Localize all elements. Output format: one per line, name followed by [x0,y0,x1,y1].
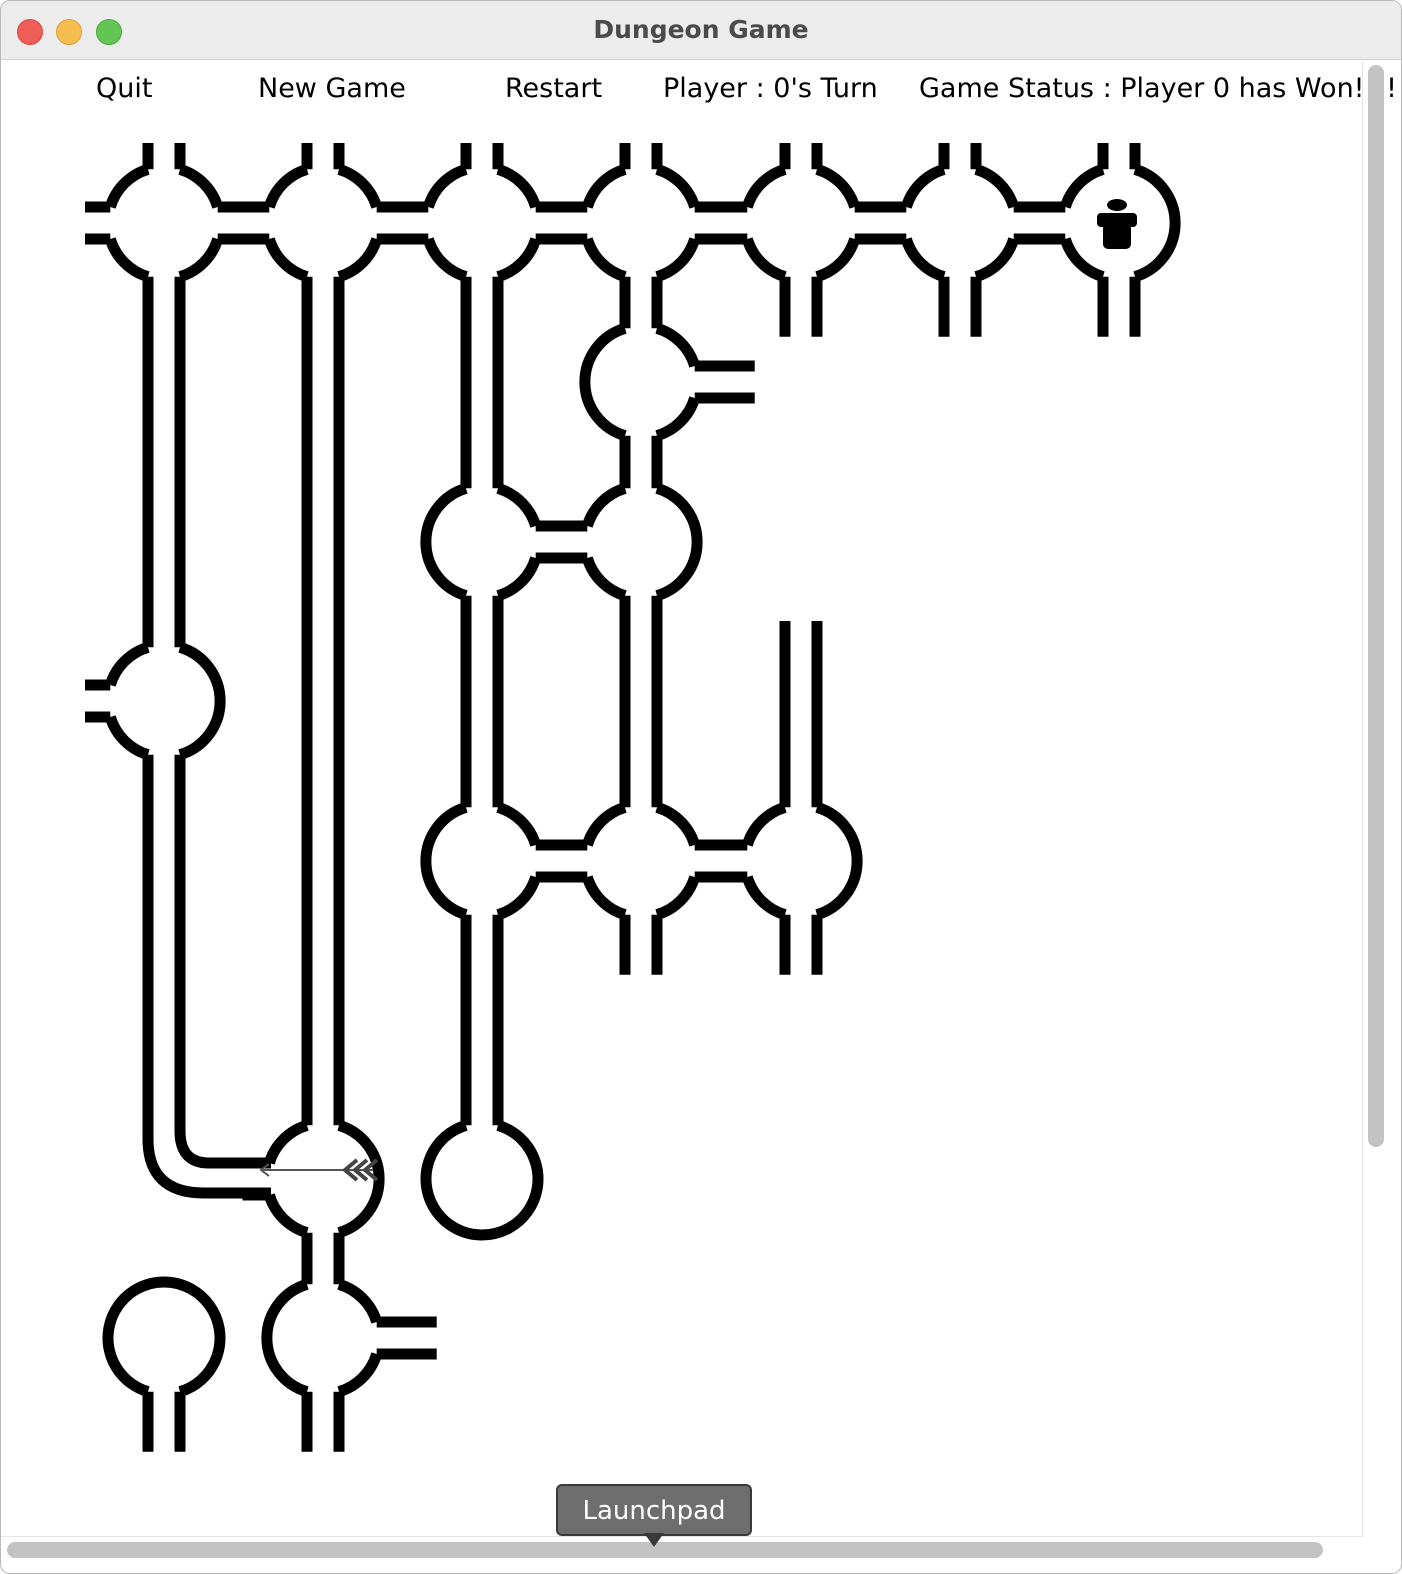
room-wall [815,164,860,209]
room-wall [264,164,309,209]
room-wall [178,237,223,282]
room-wall [496,556,541,601]
room-wall [337,1279,382,1324]
room-wall [579,323,627,441]
maximize-button[interactable] [96,19,122,45]
room-wall [423,237,468,282]
room-wall [337,1352,382,1397]
room-wall [655,323,700,368]
room-wall [582,875,627,920]
room-wall [105,164,150,209]
room-wall [496,164,541,209]
room-wall [815,237,860,282]
game-status-label: Game Status : Player 0 has Won!!!!! [919,73,1402,104]
room-wall [264,1120,309,1165]
room-wall [655,483,703,601]
room-wall [496,483,541,528]
room-wall [582,483,627,528]
room-wall [742,164,787,209]
room-wall [337,164,382,209]
room-wall [420,1120,544,1241]
room-wall [102,1276,226,1397]
room-wall [582,164,627,209]
room-wall [655,164,700,209]
room-wall [655,875,700,920]
minimize-button[interactable] [56,19,82,45]
room-wall [261,1279,309,1397]
player-turn-label: Player : 0's Turn [663,73,878,104]
room-wall [496,237,541,282]
room-wall [655,802,700,847]
horizontal-scroll-track [1,1536,1363,1537]
room-wall [264,237,309,282]
room-wall [742,802,787,847]
player-icon [1097,199,1137,249]
tunnel-wall [142,755,271,1199]
vertical-scroll-track [1362,61,1363,1536]
title-bar: Dungeon Game [1,1,1401,60]
room-wall [582,237,627,282]
room-wall [178,642,226,760]
close-button[interactable] [17,19,43,45]
room-wall [496,802,541,847]
launchpad-tooltip: Launchpad [556,1484,752,1536]
tunnel-wall [174,755,271,1169]
room-wall [264,1193,309,1238]
room-wall [974,164,1019,209]
room-wall [974,237,1019,282]
room-wall [582,556,627,601]
room-wall [420,802,468,920]
room-wall [815,802,863,920]
room-wall [105,715,150,760]
new-game-button[interactable]: New Game [258,73,406,104]
room-wall [105,237,150,282]
quit-button[interactable]: Quit [96,73,153,104]
window-title: Dungeon Game [593,15,809,44]
room-wall [1060,237,1105,282]
room-wall [742,875,787,920]
arrow-icon [259,1158,379,1182]
dungeon-rooms [85,143,1181,1452]
restart-button[interactable]: Restart [505,73,603,104]
room-wall [901,164,946,209]
horizontal-scrollbar[interactable] [7,1542,1323,1558]
room-wall [582,802,627,847]
tooltip-pointer [644,1533,664,1547]
room-wall [337,237,382,282]
room-wall [742,237,787,282]
room-wall [1060,164,1105,209]
room-wall [496,875,541,920]
room-wall [1133,164,1181,282]
room-wall [655,396,700,441]
vertical-scrollbar[interactable] [1368,65,1384,1147]
room-wall [423,164,468,209]
room-wall [178,164,223,209]
room-wall [901,237,946,282]
room-wall [655,237,700,282]
room-wall [105,642,150,687]
room-wall [337,1120,385,1238]
room-wall [420,483,468,601]
